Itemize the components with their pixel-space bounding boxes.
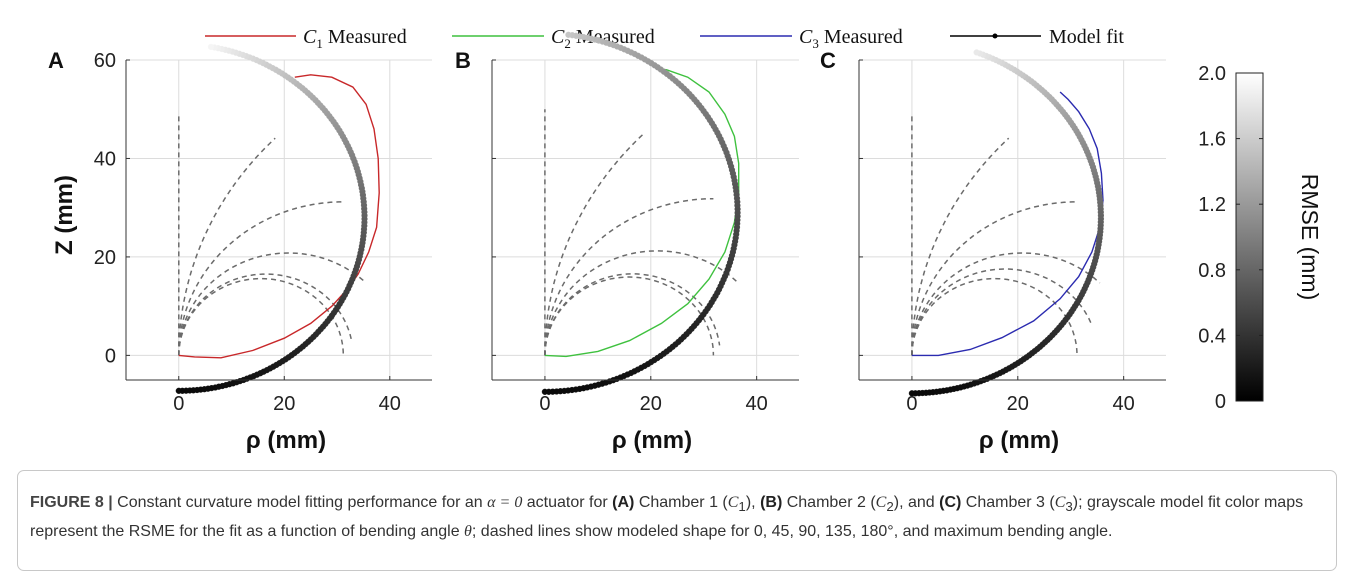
- panel-a-xlabel: ρ (mm): [246, 427, 326, 454]
- panel-b-dashed-shape: [544, 133, 645, 356]
- colorbar-tick-label: 0.4: [1198, 325, 1226, 347]
- panel-a-ytick-label: 0: [105, 345, 116, 367]
- panel-c-letter: C: [820, 48, 836, 73]
- panel-a-ytick-label: 20: [94, 247, 116, 269]
- colorbar-tick-label: 0: [1215, 391, 1226, 413]
- panel-c-xtick-label: 40: [1113, 393, 1135, 415]
- panel-b-axes: 0 20 40: [491, 59, 799, 415]
- panel-b-grid: [492, 59, 799, 380]
- panel-b-model-fit: [541, 31, 741, 395]
- legend: C1 Measured C2 Measured C3 Measured Model f…: [205, 26, 1124, 51]
- panel-c-xlabel: ρ (mm): [979, 427, 1059, 454]
- colorbar-label: RMSE (mm): [1297, 174, 1323, 300]
- panel-a-axes: 0 20 40 0 20 40 60: [94, 50, 432, 415]
- panel-c-dashed-shape: [911, 277, 1078, 356]
- panel-c-measured-line: [911, 91, 1104, 357]
- panel-c: 0 20 40 C ρ (mm): [820, 48, 1166, 454]
- colorbar-tick-label: 1.2: [1198, 194, 1226, 216]
- panel-a-xtick-label: 20: [273, 393, 295, 415]
- panel-c-model-fit-point: [973, 49, 980, 56]
- panel-a-dashed-shapes: [178, 114, 367, 356]
- colorbar-ticks: 2.0 1.6 1.2 0.8 0.4 0: [1198, 63, 1263, 413]
- panel-c-model-fit: [908, 49, 1105, 397]
- colorbar-tick-label: 1.6: [1198, 129, 1226, 151]
- panel-c-dashed-shape: [911, 137, 1010, 356]
- panel-b-dashed-shape: [544, 273, 721, 356]
- legend-model-fit-marker: [992, 33, 998, 39]
- panel-b-dashed-shapes: [544, 109, 738, 356]
- panel-b-dashed-shape: [544, 276, 715, 356]
- panel-b-model-fit-point: [565, 31, 572, 38]
- caption-figure-label: FIGURE 8 |: [30, 494, 113, 511]
- panel-b-measured-line: [544, 67, 740, 358]
- panel-b-dashed-shape: [544, 197, 714, 356]
- panel-c-axes: 0 20 40: [858, 59, 1166, 415]
- caption-box: [17, 470, 1337, 571]
- figure-caption: FIGURE 8 | Constant curvature model fitt…: [30, 494, 1304, 541]
- caption-alpha: α = 0: [487, 494, 523, 511]
- panel-a-xtick-label: 40: [379, 393, 401, 415]
- panel-c-dashed-shapes: [911, 114, 1101, 356]
- panel-a-dashed-shape: [178, 137, 276, 356]
- legend-label-model-fit: Model fit: [1049, 26, 1124, 48]
- panel-a-ytick-label: 60: [94, 50, 116, 72]
- legend-label-c1: C1 Measured: [303, 26, 407, 51]
- panel-b: 0 20 40 B ρ (mm): [455, 31, 799, 454]
- panel-a-measured-line: [178, 74, 380, 359]
- panel-a: 0 20 40 0 20 40 60 A Z (mm) ρ (mm): [48, 43, 432, 454]
- panel-a-dashed-shape: [178, 273, 353, 356]
- panel-b-xlabel: ρ (mm): [612, 427, 692, 454]
- panel-c-dashed-shape: [911, 268, 1093, 356]
- colorbar: 2.0 1.6 1.2 0.8 0.4 0 RMSE (mm): [1198, 63, 1323, 413]
- panel-a-model-fit-point: [207, 43, 215, 51]
- panel-a-dashed-shape: [178, 252, 367, 356]
- panel-a-ylabel: Z (mm): [51, 175, 78, 255]
- colorbar-tick-label: 2.0: [1198, 63, 1226, 85]
- colorbar-gradient: [1235, 72, 1264, 402]
- panel-b-xtick-label: 0: [539, 393, 550, 415]
- panel-a-model-fit: [175, 43, 368, 394]
- panel-a-xtick-label: 0: [173, 393, 184, 415]
- panel-a-grid: [126, 59, 432, 380]
- legend-label-c3: C3 Measured: [799, 26, 903, 51]
- panel-b-letter: B: [455, 48, 471, 73]
- legend-label-c2: C2 Measured: [551, 26, 655, 51]
- panel-b-xtick-label: 20: [640, 393, 662, 415]
- panel-a-dashed-shape: [178, 201, 344, 356]
- panel-b-dashed-shape: [544, 250, 738, 356]
- panel-c-dashed-shape: [911, 201, 1078, 356]
- colorbar-tick-label: 0.8: [1198, 260, 1226, 282]
- panel-b-xtick-label: 40: [746, 393, 768, 415]
- panel-c-xtick-label: 20: [1007, 393, 1029, 415]
- panel-c-xtick-label: 0: [906, 393, 917, 415]
- panel-a-letter: A: [48, 48, 64, 73]
- panel-a-ytick-label: 40: [94, 148, 116, 170]
- panel-c-dashed-shape: [911, 252, 1101, 356]
